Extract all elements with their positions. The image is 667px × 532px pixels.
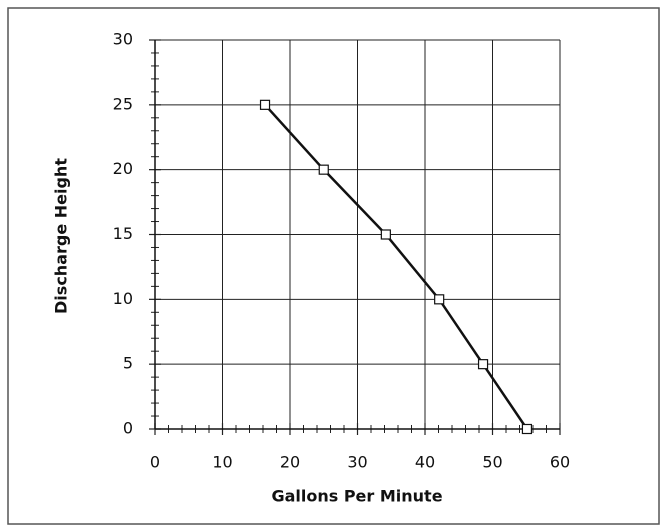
y-tick-label: 0 (123, 419, 133, 438)
y-tick-label: 25 (113, 94, 133, 113)
x-tick-label: 10 (212, 453, 232, 472)
data-point (380, 229, 391, 240)
y-tick-label: 10 (113, 289, 133, 308)
x-tick-label: 20 (280, 453, 300, 472)
y-axis-label: Discharge Height (52, 158, 71, 314)
data-point (318, 164, 329, 175)
y-tick-label: 30 (113, 30, 133, 49)
x-tick-label: 40 (415, 453, 435, 472)
y-tick-label: 20 (113, 159, 133, 178)
x-axis-label: Gallons Per Minute (271, 487, 442, 506)
y-tick-label: 5 (123, 354, 133, 373)
data-point (477, 359, 489, 370)
data-line (264, 103, 528, 430)
data-point (521, 423, 533, 435)
frame (7, 7, 660, 525)
x-tick-label: 60 (550, 453, 570, 472)
data-point (434, 294, 445, 305)
x-tick-label: 30 (347, 453, 367, 472)
data-point (259, 99, 271, 110)
y-tick-label: 15 (113, 224, 133, 243)
x-tick-label: 50 (482, 453, 502, 472)
x-tick-label: 0 (150, 453, 160, 472)
